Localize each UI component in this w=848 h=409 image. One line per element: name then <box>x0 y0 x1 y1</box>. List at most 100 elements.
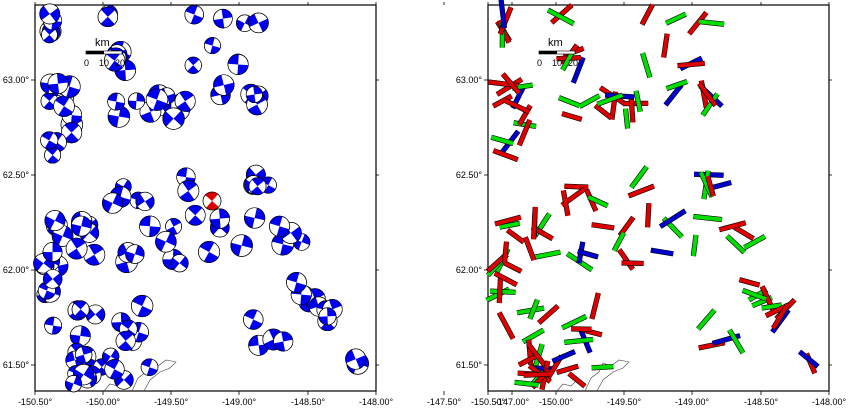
focal-mechanism <box>177 180 200 202</box>
focal-mechanism <box>145 88 169 111</box>
x-tick-label: -148.50° <box>744 397 779 407</box>
focal-mechanism <box>213 74 235 96</box>
stress-bar <box>710 180 732 190</box>
stress-bar <box>499 0 507 29</box>
stress-bar <box>499 221 521 230</box>
stress-bar <box>490 289 516 295</box>
focal-mechanism-map: -150.50° -150.00° -149.50° -149.00° -148.50°… <box>3 2 530 407</box>
stress-bar <box>640 3 655 26</box>
scale-label: 0 <box>537 58 542 68</box>
stress-bar <box>571 56 586 84</box>
x-tick-label: -147.00° <box>495 397 530 407</box>
focal-mechanism <box>60 122 83 144</box>
scale-bar: km 0 10 20 <box>537 37 578 68</box>
focal-mechanism <box>65 237 88 260</box>
stress-bar <box>594 103 613 120</box>
stress-bar <box>645 203 651 228</box>
y-tick-label: 62.50° <box>3 170 30 180</box>
coastline-path <box>584 359 630 392</box>
stress-bar <box>550 3 574 25</box>
stress-bar <box>687 11 708 36</box>
stress-bar <box>494 215 522 226</box>
focal-mechanism <box>184 4 204 25</box>
scale-label: 0 <box>84 58 89 68</box>
x-tick-label: -149.00° <box>222 397 257 407</box>
focal-mechanism <box>107 92 126 111</box>
x-tick-label: -149.50° <box>154 397 189 407</box>
stress-bar <box>743 234 766 250</box>
focal-mechanism <box>127 92 145 110</box>
focal-mechanism <box>230 234 253 257</box>
stress-bar <box>725 234 746 254</box>
stress-bar <box>677 61 705 68</box>
y-tick-label: 62.50° <box>456 170 483 180</box>
stress-bar <box>634 90 643 113</box>
stress-bar-layer <box>485 0 820 391</box>
focal-mechanism <box>53 95 75 117</box>
focal-mechanism <box>102 192 124 214</box>
stress-bar <box>560 50 575 71</box>
focal-mechanism <box>135 191 155 211</box>
beachball-layer <box>33 3 369 393</box>
stress-bar <box>771 303 790 330</box>
stress-bar <box>517 119 532 147</box>
stress-bar <box>521 328 545 344</box>
focal-mechanism <box>47 73 69 94</box>
stress-bar <box>556 364 579 375</box>
x-tick-label: -150.50° <box>471 397 506 407</box>
stress-bar <box>718 220 747 232</box>
y-tick-label: 61.50° <box>456 360 483 370</box>
stress-bar <box>546 8 575 26</box>
stress-bar <box>659 209 687 229</box>
stress-bar <box>514 380 539 387</box>
stress-bar <box>691 234 698 257</box>
focal-mechanism <box>51 225 74 247</box>
x-tick-label: -147.50° <box>427 397 462 407</box>
stress-bar <box>517 104 533 126</box>
focal-mechanism <box>69 325 91 347</box>
scale-label: 10 <box>552 58 562 68</box>
focal-mechanism <box>102 347 120 365</box>
focal-mechanism <box>248 177 267 196</box>
stress-bar <box>531 212 537 240</box>
axis-ticks: -150.50° -150.00° -149.50° -149.00° -148.50°… <box>456 2 846 407</box>
stress-bar <box>561 314 588 330</box>
stress-bar <box>587 195 609 208</box>
stress-bar <box>629 165 649 189</box>
stress-bar <box>627 184 655 198</box>
focal-mechanism <box>140 358 159 376</box>
stress-bar <box>526 343 547 367</box>
stress-bar <box>738 277 761 288</box>
stress-bar <box>564 337 594 345</box>
stress-bar <box>578 93 601 109</box>
focal-mechanism <box>44 146 62 164</box>
stress-bar <box>577 249 599 259</box>
stress-axis-map: -150.50° -150.00° -149.50° -149.00° -148.50°… <box>456 0 846 407</box>
y-tick-label: 63.00° <box>3 75 30 85</box>
focal-mechanism <box>198 240 221 263</box>
focal-mechanism <box>44 210 66 232</box>
stress-bar <box>501 72 521 95</box>
x-tick-label: -149.00° <box>675 397 710 407</box>
focal-mechanism <box>213 8 233 29</box>
stress-bar <box>490 135 514 146</box>
scale-bar: km 0 10 20 <box>84 37 125 68</box>
stress-bar <box>663 83 684 107</box>
stress-bar <box>741 288 767 301</box>
focal-mechanism <box>42 242 63 262</box>
focal-mechanism <box>203 37 221 55</box>
focal-mechanism <box>243 309 264 330</box>
scale-label: 20 <box>568 58 578 68</box>
stress-bar <box>533 250 561 260</box>
x-tick-label: -150.50° <box>18 397 53 407</box>
y-tick-label: 63.00° <box>456 75 483 85</box>
x-tick-label: -149.50° <box>607 397 642 407</box>
stress-bar <box>558 95 581 108</box>
scale-label: 10 <box>99 58 109 68</box>
scale-bar-segment <box>539 51 557 54</box>
focal-mechanism <box>174 90 196 112</box>
stress-bar <box>497 311 515 340</box>
focal-mechanism <box>131 294 154 318</box>
focal-mechanism <box>273 331 294 352</box>
